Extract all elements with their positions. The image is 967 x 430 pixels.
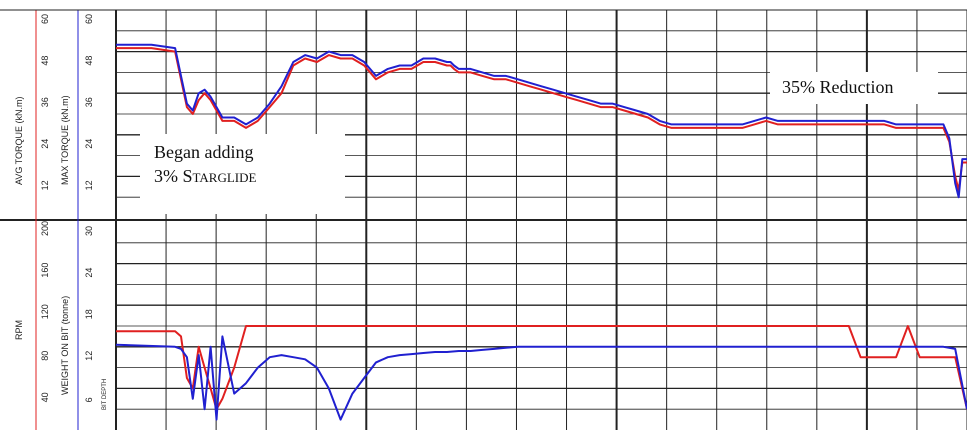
tick-label-left: 120 [40, 304, 50, 319]
annotation-began-line2: 3% Starglide [154, 164, 345, 188]
tick-label-right: 12 [84, 351, 94, 361]
axis-strip: AVG TORQUE (kN.m) MAX TORQUE (kN.m) RPM … [14, 14, 108, 410]
series-line [116, 43, 967, 199]
tick-label-left: 160 [40, 263, 50, 278]
tick-label-left: 12 [40, 180, 50, 190]
tick-label-right: 60 [84, 14, 94, 24]
tick-label-right: 36 [84, 97, 94, 107]
tick-label-left: 48 [40, 56, 50, 66]
grid [0, 9, 967, 430]
tick-label-right: 24 [84, 268, 94, 278]
series-line [115, 335, 967, 421]
tick-label-left: 24 [40, 139, 50, 149]
tick-label-left: 36 [40, 97, 50, 107]
annotation-began-line2-prefix: 3% [154, 166, 183, 186]
bit-depth-axis-label: BIT DEPTH [102, 379, 108, 410]
series [115, 43, 967, 421]
rpm-axis-label: RPM [14, 320, 24, 340]
tick-label-right: 12 [84, 180, 94, 190]
tick-label-left: 40 [40, 392, 50, 402]
tick-label-right: 48 [84, 56, 94, 66]
avg-torque-axis-label: AVG TORQUE (kN.m) [14, 96, 24, 185]
series-line [116, 47, 967, 192]
tick-label-right: 6 [84, 397, 94, 402]
tick-label-left: 60 [40, 14, 50, 24]
tick-label-left: 80 [40, 351, 50, 361]
series-line [116, 325, 967, 411]
annotation-began-line1: Began adding [154, 142, 254, 162]
tick-label-right: 18 [84, 309, 94, 319]
annotation-began-adding: Began adding 3% Starglide [140, 134, 345, 214]
tick-label-right: 24 [84, 139, 94, 149]
tick-label-right: 30 [84, 226, 94, 236]
max-torque-axis-label: MAX TORQUE (kN.m) [60, 95, 70, 185]
annotation-product-name: Starglide [182, 166, 257, 186]
annotation-reduction: 35% Reduction [770, 72, 938, 104]
tick-label-left: 200 [40, 221, 50, 236]
wob-axis-label: WEIGHT ON BIT (tonne) [60, 296, 70, 395]
